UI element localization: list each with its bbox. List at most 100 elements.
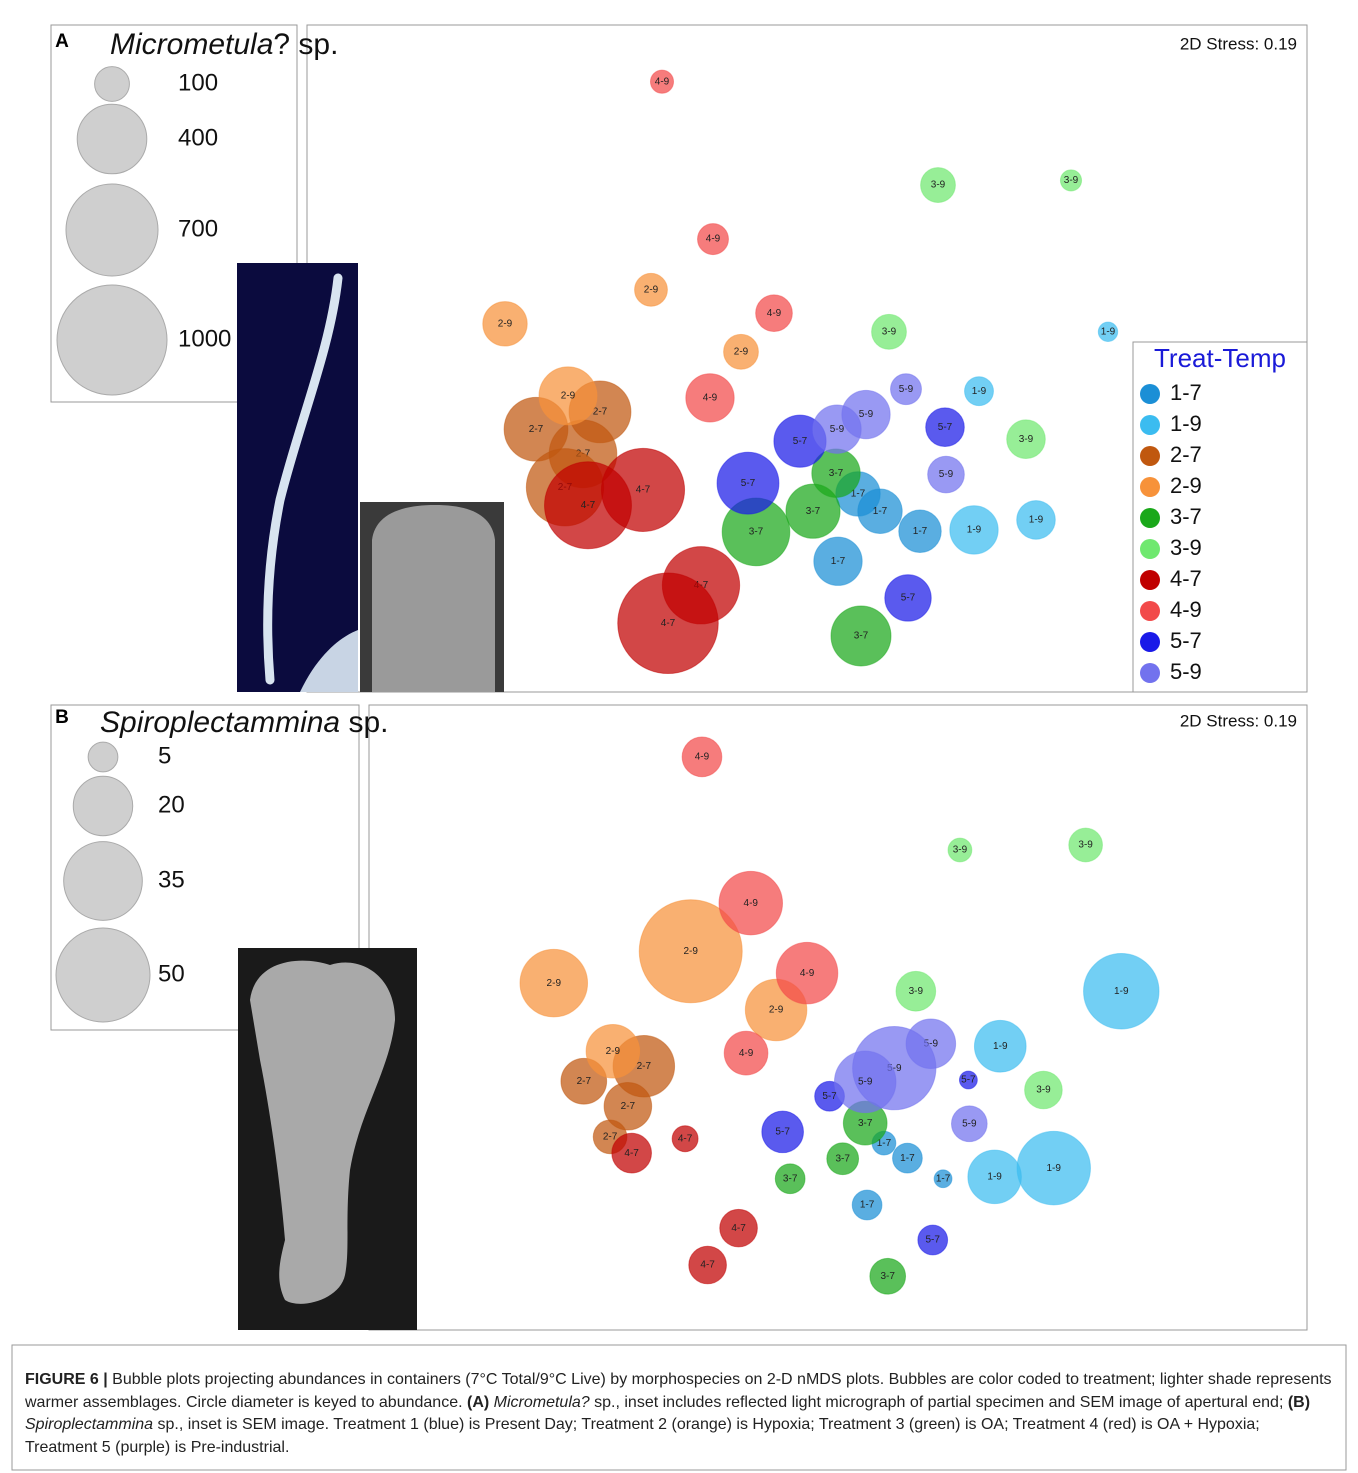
bubble-label: 5-7 — [793, 436, 808, 447]
legend-swatch — [1140, 632, 1160, 652]
size-legend-label: 20 — [158, 791, 185, 818]
bubble-label: 4-9 — [767, 308, 782, 319]
caption-text: Spiroplectammina — [25, 1416, 153, 1433]
bubble-label: 2-7 — [637, 1061, 652, 1072]
legend-swatch — [1140, 663, 1160, 683]
bubble-label: 3-7 — [806, 506, 821, 517]
plot-frame — [369, 705, 1307, 1330]
bubble-label: 3-9 — [1078, 840, 1093, 851]
bubble-label: 3-9 — [909, 986, 924, 997]
bubble-label: 3-7 — [880, 1271, 895, 1282]
bubble-label: 4-9 — [800, 968, 815, 979]
legend-swatch — [1140, 539, 1160, 559]
bubble-label: 5-9 — [899, 384, 914, 395]
size-legend-label: 400 — [178, 124, 218, 151]
title-suffix: sp. — [340, 706, 388, 739]
title-suffix: ? sp. — [273, 28, 338, 61]
bubble-label: 3-9 — [1064, 175, 1079, 186]
bubble-label: 2-7 — [529, 424, 544, 435]
bubble-label: 4-9 — [739, 1048, 754, 1059]
size-legend-circle — [77, 104, 147, 174]
bubble-label: 1-7 — [873, 506, 888, 517]
bubble-label: 3-7 — [749, 527, 764, 538]
stress-annotation: 2D Stress: 0.19 — [1180, 34, 1297, 53]
legend-label: 3-7 — [1170, 504, 1202, 529]
sem-specimen — [372, 505, 495, 692]
caption-text: sp., inset includes reflected light micr… — [590, 1394, 1288, 1411]
bubble-label: 5-9 — [962, 1118, 977, 1129]
bubble-label: 3-9 — [931, 180, 946, 191]
title-species: Micrometula — [110, 28, 273, 61]
title-species: Spiroplectammina — [100, 706, 340, 739]
size-legend-label: 1000 — [178, 325, 231, 352]
bubble-label: 2-7 — [621, 1101, 636, 1112]
size-legend-circle — [88, 742, 118, 772]
bubble-label: 4-9 — [703, 392, 718, 403]
bubble-label: 5-9 — [859, 409, 874, 420]
bubble-label: 1-9 — [987, 1172, 1002, 1183]
bubble-label: 5-7 — [741, 478, 756, 489]
bubble-label: 1-9 — [993, 1041, 1008, 1052]
bubble-label: 2-9 — [606, 1046, 621, 1057]
bubble-label: 4-9 — [744, 898, 759, 909]
bubble-label: 3-7 — [858, 1118, 873, 1129]
size-legend-circle — [95, 67, 130, 102]
bubble-label: 2-9 — [684, 946, 699, 957]
size-legend-circle — [66, 184, 158, 276]
bubble-label: 1-7 — [860, 1200, 875, 1211]
bubble-label: 4-7 — [678, 1133, 693, 1144]
bubble-label: 4-7 — [661, 618, 676, 629]
legend-label: 1-9 — [1170, 411, 1202, 436]
bubble-label: 4-7 — [581, 500, 596, 511]
panel-letter: A — [55, 31, 69, 52]
bubble-label: 2-9 — [498, 318, 513, 329]
bubble-label: 1-7 — [900, 1153, 915, 1164]
size-legend-label: 35 — [158, 866, 185, 893]
bubble-label: 3-7 — [783, 1173, 798, 1184]
legend-swatch — [1140, 477, 1160, 497]
size-legend-circle — [57, 285, 167, 395]
caption-text: sp., inset is SEM image. Treatment 1 (bl… — [25, 1416, 1260, 1456]
panel-letter: B — [55, 707, 69, 728]
bubble-label: 4-9 — [655, 76, 670, 87]
bubble-label: 1-9 — [967, 525, 982, 536]
bubble-label: 5-9 — [830, 424, 845, 435]
legend-label: 5-9 — [1170, 659, 1202, 684]
bubble-label: 4-7 — [731, 1223, 746, 1234]
legend-label: 3-9 — [1170, 535, 1202, 560]
bubble-label: 3-9 — [882, 326, 897, 337]
bubble-label: 5-7 — [822, 1091, 837, 1102]
caption-text: (B) — [1288, 1394, 1310, 1411]
legend-label: 2-7 — [1170, 442, 1202, 467]
bubble-label: 2-9 — [644, 284, 659, 295]
size-legend-label: 100 — [178, 69, 218, 96]
bubble-label: 5-7 — [938, 422, 953, 433]
bubble-label: 3-7 — [829, 468, 844, 479]
micrograph — [237, 263, 358, 692]
bubble-label: 5-7 — [775, 1127, 790, 1138]
panel-title: Spiroplectammina sp. — [100, 706, 388, 739]
size-legend-label: 5 — [158, 742, 171, 769]
bubble-label: 3-7 — [835, 1153, 850, 1164]
caption-text: FIGURE 6 | — [25, 1371, 108, 1388]
bubble-label: 5-7 — [901, 593, 916, 604]
caption: FIGURE 6 | Bubble plots projecting abund… — [25, 1369, 1335, 1459]
size-legend-circle — [64, 842, 143, 921]
legend-label: 1-7 — [1170, 380, 1202, 405]
size-legend-circle — [56, 928, 150, 1022]
bubble-label: 5-7 — [926, 1235, 941, 1246]
bubble-label: 2-7 — [593, 407, 608, 418]
legend-swatch — [1140, 601, 1160, 621]
bubble-label: 2-7 — [577, 1076, 592, 1087]
bubble-label: 3-9 — [953, 845, 968, 856]
legend-label: 4-9 — [1170, 597, 1202, 622]
bubble-label: 5-7 — [961, 1075, 976, 1086]
bubble-label: 2-9 — [734, 346, 749, 357]
legend-swatch — [1140, 415, 1160, 435]
size-legend-label: 50 — [158, 960, 185, 987]
bubble-label: 4-9 — [706, 234, 721, 245]
legend-label: 5-7 — [1170, 628, 1202, 653]
page: {"chart_data": [ {"type": "bubble", "pan… — [0, 0, 1358, 1473]
bubble-label: 1-9 — [972, 386, 987, 397]
bubble-label: 1-7 — [936, 1173, 951, 1184]
